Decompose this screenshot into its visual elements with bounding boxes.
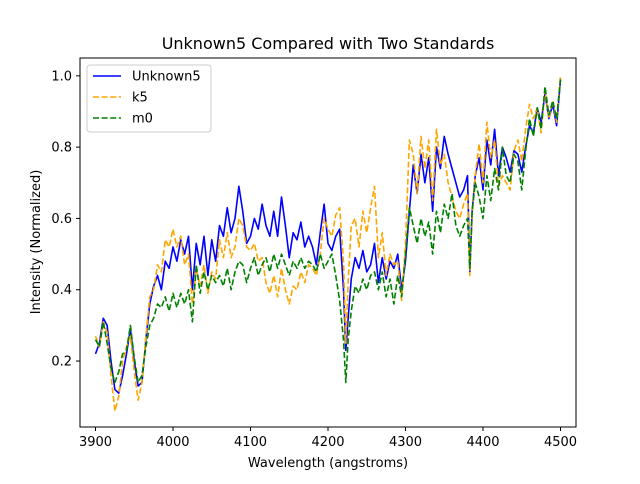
x-axis-label: Wavelength (angstroms) <box>248 456 408 471</box>
series-layer <box>94 75 562 412</box>
x-tick-label: 4500 <box>544 435 577 450</box>
y-axis-ticks: 0.2 0.4 0.6 0.8 1.0 <box>51 69 80 370</box>
y-tick-label: 0.2 <box>51 355 72 370</box>
legend-label-m0: m0 <box>132 112 153 127</box>
legend-frame <box>86 64 212 133</box>
chart-title: Unknown5 Compared with Two Standards <box>162 34 495 53</box>
legend: Unknown5 k5 m0 <box>86 64 212 133</box>
x-tick-label: 4400 <box>466 435 499 450</box>
x-tick-label: 4100 <box>234 435 267 450</box>
y-tick-label: 0.8 <box>51 141 72 156</box>
y-tick-label: 1.0 <box>51 69 72 84</box>
y-tick-label: 0.4 <box>51 283 72 298</box>
series-line-m0 <box>94 79 562 384</box>
legend-label-unknown5: Unknown5 <box>132 70 201 85</box>
y-tick-label: 0.6 <box>51 212 72 227</box>
series-line-unknown5 <box>94 79 562 394</box>
y-axis-label: Intensity (Normalized) <box>29 170 44 315</box>
legend-label-k5: k5 <box>132 91 148 106</box>
x-tick-label: 3900 <box>79 435 112 450</box>
x-axis-ticks: 3900 4000 4100 4200 4300 4400 4500 <box>79 427 577 450</box>
x-tick-label: 4000 <box>156 435 189 450</box>
x-tick-label: 4300 <box>389 435 422 450</box>
series-line-k5 <box>94 75 562 412</box>
x-tick-label: 4200 <box>311 435 344 450</box>
